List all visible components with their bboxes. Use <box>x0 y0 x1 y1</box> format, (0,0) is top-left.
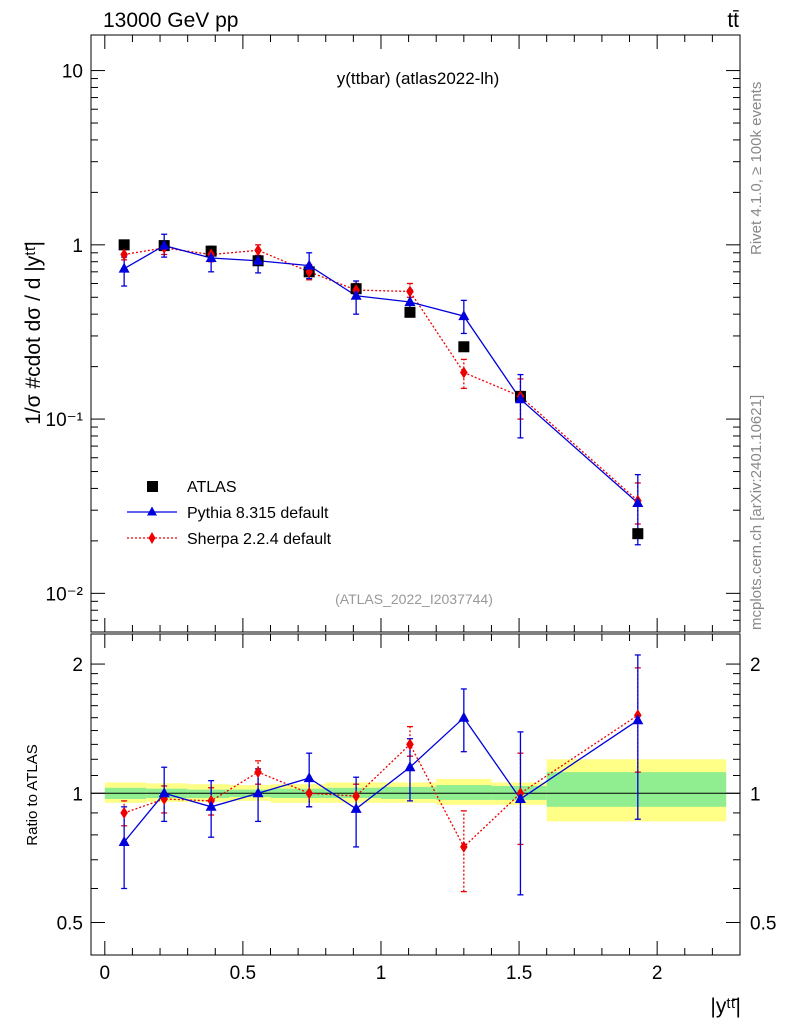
sherpa-ratio-point <box>305 787 313 800</box>
x-axis-label: |yᵗᵗ̄| <box>710 995 741 1018</box>
main-axis-ticks: 10 1 10⁻¹ 10⁻² <box>46 35 740 633</box>
main-y-tick-label: 1 <box>72 236 83 257</box>
ratio-panel: 0.5 0.5 1 1 2 2 0 0.5 1 1.5 2 Ratio to ATLAS |yᵗᵗ̄… <box>24 633 776 1018</box>
atlas-data-point <box>458 341 470 353</box>
main-y-tick-label: 10⁻¹ <box>46 410 84 431</box>
main-y-tick-label: 10 <box>62 62 83 83</box>
ratio-frame <box>90 633 741 956</box>
sherpa-point <box>460 366 468 379</box>
sherpa-line <box>124 247 639 502</box>
ratio-band-inner <box>436 785 492 800</box>
pythia-ratio-point <box>118 836 130 847</box>
sherpa-ratio-point <box>406 738 414 751</box>
main-y-axis-label: 1/σ #cdot dσ / d |yᵗᵗ̄| <box>22 241 45 425</box>
pythia-ratio-point <box>350 802 362 813</box>
pythia-point <box>252 254 264 265</box>
ratio-axis-ticks: 0.5 0.5 1 1 2 2 0 0.5 1 1.5 2 <box>57 634 776 984</box>
header-energy-label: 13000 GeV pp <box>103 9 238 32</box>
main-y-tick-label: 10⁻² <box>46 584 84 605</box>
pythia-ratio-point <box>458 711 470 722</box>
x-tick-label: 0 <box>100 963 111 984</box>
ratio-uncertainty-bands <box>104 759 727 822</box>
ratio-band-inner <box>187 789 230 799</box>
atlas-data-point <box>118 239 130 251</box>
pythia-line <box>123 244 639 504</box>
analysis-watermark: (ATLAS_2022_I2037744) <box>335 591 493 607</box>
pythia-ratio-point <box>252 787 264 798</box>
ratio-series-layer <box>118 654 644 896</box>
legend-sherpa-marker <box>148 532 156 544</box>
legend-atlas-marker <box>147 481 158 492</box>
main-series-layer <box>118 233 644 546</box>
pythia-point <box>404 295 416 306</box>
ratio-y-tick-label-right: 1 <box>750 784 761 805</box>
x-tick-label: 0.5 <box>230 963 256 984</box>
sherpa-ratio-point <box>160 792 168 805</box>
ratio-y-axis-label: Ratio to ATLAS <box>24 744 41 845</box>
x-tick-label: 2 <box>652 963 663 984</box>
ratio-band-inner <box>546 772 727 807</box>
sherpa-ratio-point <box>120 806 128 819</box>
atlas-data-point <box>632 528 644 540</box>
sherpa-point <box>254 244 262 257</box>
legend-pythia-marker <box>147 506 157 516</box>
sherpa-ratio-point <box>352 790 360 803</box>
sherpa-point <box>406 285 414 298</box>
pythia-point <box>632 496 644 507</box>
pythia-ratio-point <box>158 787 170 798</box>
pythia-ratio-line <box>123 716 639 843</box>
pythia-point <box>514 393 526 404</box>
main-frame <box>90 34 741 633</box>
pythia-ratio-point <box>404 761 416 772</box>
pythia-ratio-point <box>514 792 526 803</box>
legend-atlas-label: ATLAS <box>187 479 237 496</box>
ratio-y-tick-label: 2 <box>72 655 83 676</box>
pythia-ratio-point <box>303 772 315 783</box>
legend: ATLAS Pythia 8.315 default Sherpa 2.2.4 … <box>127 479 332 548</box>
mcplots-reference-label: mcplots.cern.ch [arXiv:2401.10621] <box>748 395 765 630</box>
ratio-y-tick-label: 1 <box>72 784 83 805</box>
pythia-point <box>458 310 470 321</box>
x-tick-label: 1.5 <box>506 963 532 984</box>
x-tick-label: 1 <box>376 963 387 984</box>
pythia-point <box>158 239 170 250</box>
pythia-point <box>350 289 362 300</box>
sherpa-ratio-point <box>254 766 262 779</box>
ratio-y-tick-label-right: 0.5 <box>750 913 776 934</box>
sherpa-point <box>120 248 128 261</box>
legend-sherpa-label: Sherpa 2.2.4 default <box>187 531 332 548</box>
pythia-point <box>205 252 217 263</box>
main-title: y(ttbar) (atlas2022-lh) <box>337 69 500 88</box>
pythia-point <box>303 259 315 270</box>
sherpa-ratio-point <box>460 840 468 853</box>
ratio-y-tick-label-right: 2 <box>750 655 761 676</box>
header-process-label: tt̄ <box>727 9 739 32</box>
main-panel: 10 1 10⁻¹ 10⁻² y(ttbar) (atlas2022-lh) (ATL… <box>22 34 741 633</box>
atlas-data-point <box>404 306 416 318</box>
ratio-y-tick-label: 0.5 <box>57 913 83 934</box>
pythia-point <box>118 262 130 273</box>
rivet-version-label: Rivet 4.1.0, ≥ 100k events <box>748 82 765 255</box>
pythia-ratio-point <box>632 714 644 725</box>
legend-pythia-label: Pythia 8.315 default <box>187 505 329 522</box>
pythia-ratio-point <box>205 800 217 811</box>
